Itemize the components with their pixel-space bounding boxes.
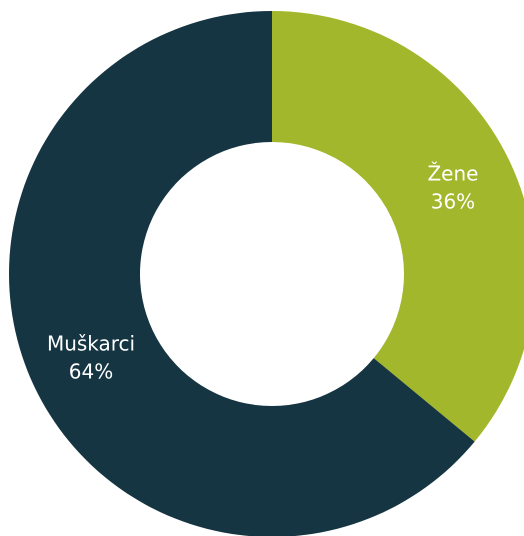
slice-value-label: 64% <box>69 360 113 384</box>
slice-label: Muškarci <box>47 332 135 356</box>
donut-slice <box>9 11 475 536</box>
donut-slice <box>272 11 524 442</box>
slice-label: Žene <box>427 161 478 185</box>
slice-value-label: 36% <box>431 189 475 213</box>
